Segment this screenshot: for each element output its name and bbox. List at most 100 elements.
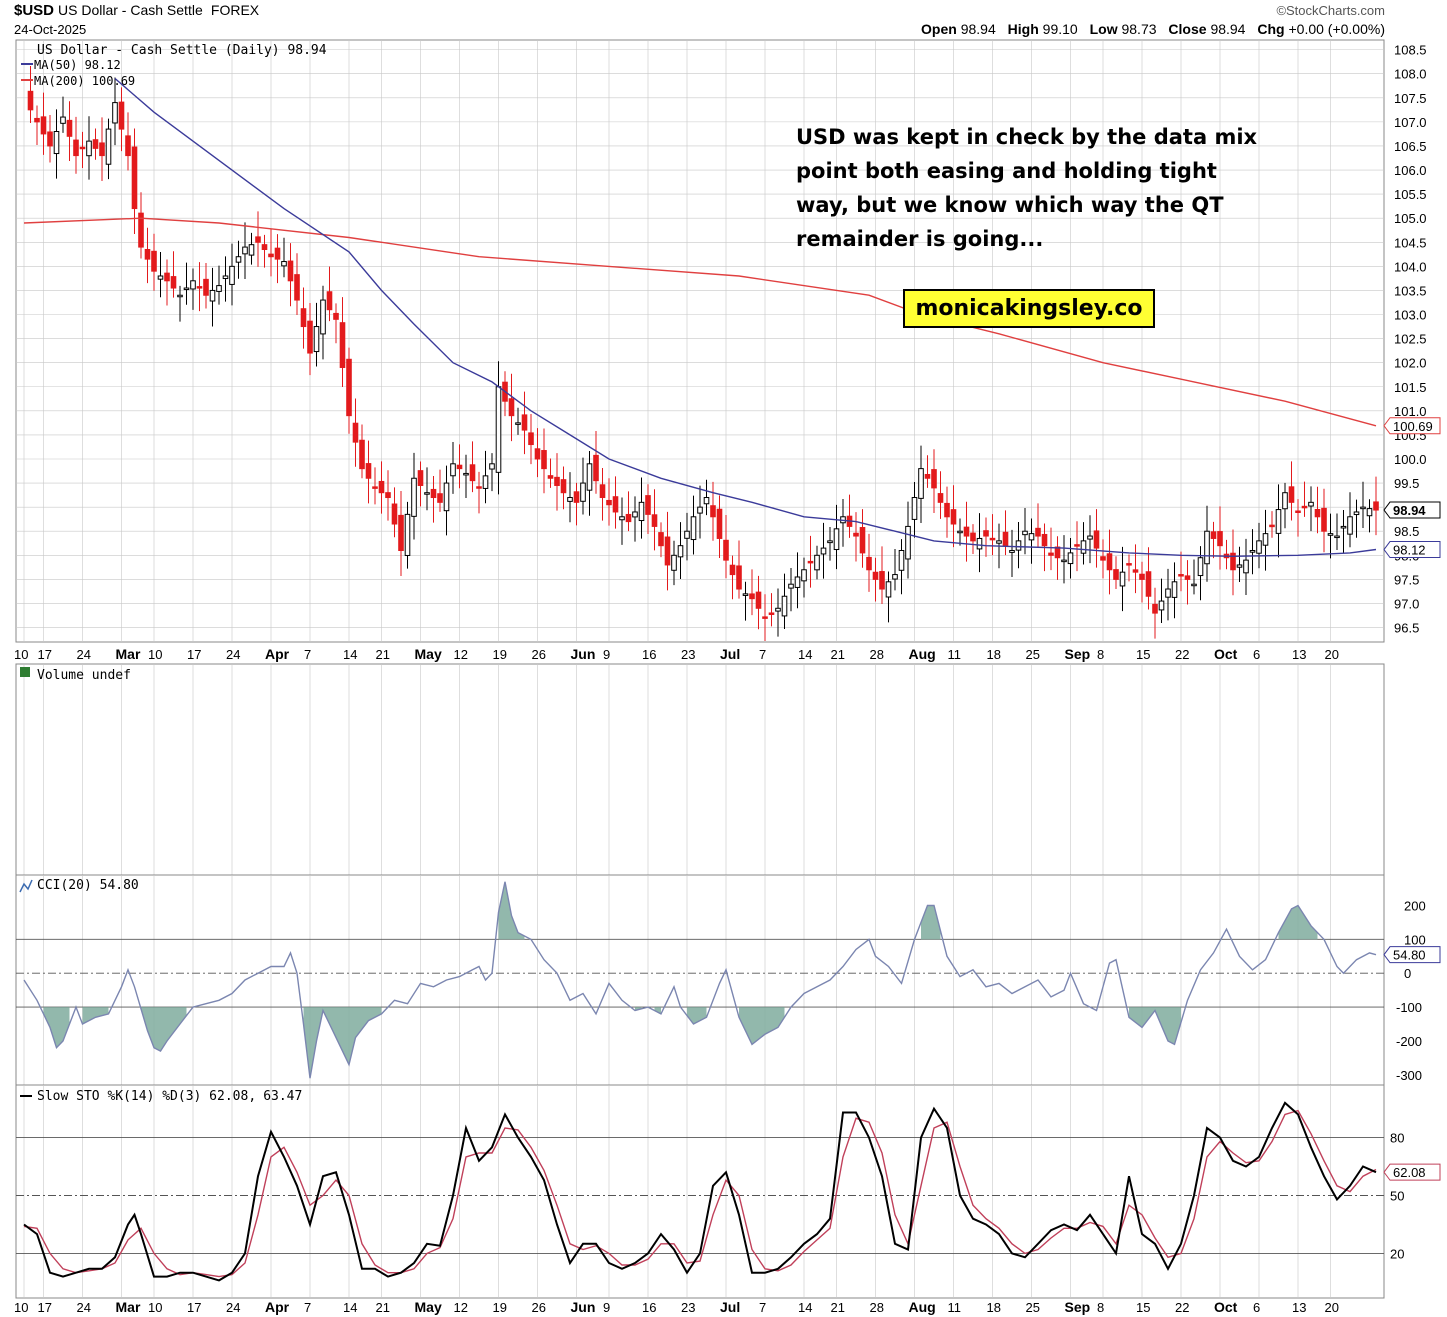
ma50-line bbox=[114, 77, 1377, 558]
cci-shade bbox=[43, 1007, 70, 1048]
candle-body bbox=[1022, 530, 1028, 536]
price-legend: US Dollar - Cash Settle (Daily) 98.94 bbox=[37, 43, 327, 58]
candle-body bbox=[931, 469, 937, 489]
chg-label: Chg bbox=[1257, 21, 1285, 37]
candle-body bbox=[294, 274, 300, 301]
candle-body bbox=[34, 117, 40, 123]
bottom-x-tick-label: 22 bbox=[1175, 1300, 1189, 1315]
ma200-value-label-box bbox=[1383, 417, 1441, 435]
candle-body bbox=[1197, 557, 1204, 577]
price-x-tick-label: 21 bbox=[376, 647, 390, 662]
price-x-tick-label: Jul bbox=[720, 646, 740, 662]
price-tick-label: 100.0 bbox=[1394, 452, 1427, 467]
candle-body bbox=[801, 569, 807, 582]
candle-body bbox=[157, 275, 164, 280]
price-tick-label: 105.0 bbox=[1394, 211, 1427, 226]
price-x-tick-label: 18 bbox=[987, 647, 1001, 662]
chart-header: $USD US Dollar - Cash Settle FOREX 24-Oct… bbox=[0, 0, 1447, 40]
bottom-x-tick-label: 8 bbox=[1097, 1300, 1104, 1315]
ma200-line bbox=[23, 217, 1377, 427]
chg-value: +0.00 (+0.00%) bbox=[1288, 21, 1385, 37]
ma50-legend: MA(50) 98.12 bbox=[34, 58, 121, 72]
sto-tick-label: 20 bbox=[1390, 1246, 1404, 1261]
bottom-x-tick-label: 24 bbox=[77, 1300, 91, 1315]
bottom-x-tick-label: 6 bbox=[1253, 1300, 1260, 1315]
candle-body bbox=[892, 574, 898, 580]
cci-value-label: 54.80 bbox=[1393, 948, 1426, 963]
price-tick-label: 103.5 bbox=[1394, 283, 1427, 298]
candle-body bbox=[1152, 603, 1158, 614]
price-x-tick-label: 25 bbox=[1026, 647, 1040, 662]
price-x-tick-label: Oct bbox=[1214, 646, 1238, 662]
candle-body bbox=[560, 479, 567, 494]
candle-body bbox=[729, 564, 736, 576]
bottom-x-tick-label: 19 bbox=[493, 1300, 507, 1315]
cci-shade bbox=[303, 1007, 382, 1079]
candle-body bbox=[898, 549, 905, 571]
candle-body bbox=[1074, 544, 1080, 547]
candle-body bbox=[1353, 511, 1360, 516]
bottom-x-tick-label: 18 bbox=[987, 1300, 1001, 1315]
price-tick-label: 106.5 bbox=[1394, 139, 1427, 154]
price-x-tick-label: 10 bbox=[148, 647, 162, 662]
price-x-tick-label: 11 bbox=[948, 647, 962, 662]
price-tick-label: 101.0 bbox=[1394, 404, 1427, 419]
candle-body bbox=[411, 477, 417, 517]
site-watermark[interactable]: monicakingsley.co bbox=[903, 289, 1155, 328]
candle-body bbox=[957, 530, 963, 534]
bottom-x-tick-label: 7 bbox=[304, 1300, 311, 1315]
candle-body bbox=[66, 119, 73, 137]
bottom-x-tick-label: Jun bbox=[571, 1299, 596, 1315]
price-x-tick-label: 14 bbox=[343, 647, 357, 662]
candle-body bbox=[950, 509, 957, 525]
ma50-value-label-box bbox=[1383, 541, 1441, 559]
volume-legend: Volume undef bbox=[37, 668, 131, 683]
candle-body bbox=[482, 475, 489, 489]
candle-body bbox=[697, 506, 703, 514]
close-value: 98.94 bbox=[1210, 21, 1246, 37]
candle-body bbox=[1275, 509, 1282, 534]
price-x-tick-label: Jun bbox=[571, 646, 596, 662]
candle-body bbox=[1106, 553, 1113, 571]
brand-label[interactable]: ©StockCharts.com bbox=[1276, 3, 1385, 18]
candle-body bbox=[365, 463, 372, 479]
candle-body bbox=[1269, 524, 1275, 528]
candle-body bbox=[398, 514, 404, 551]
price-panel bbox=[15, 39, 1385, 643]
candle-body bbox=[1236, 564, 1243, 568]
candle-body bbox=[658, 532, 664, 547]
candle-body bbox=[1191, 583, 1197, 587]
annotation-note: USD was kept in check by the data mix po… bbox=[796, 125, 1258, 251]
bottom-x-tick-label: May bbox=[415, 1299, 442, 1315]
candle-body bbox=[1327, 533, 1334, 536]
candle-body bbox=[1015, 540, 1022, 551]
candle-body bbox=[781, 595, 788, 617]
candle-body bbox=[645, 495, 651, 515]
price-tick-label: 101.5 bbox=[1394, 380, 1427, 395]
candle-body bbox=[1314, 508, 1321, 518]
candle-body bbox=[1347, 516, 1353, 535]
candle-body bbox=[437, 493, 443, 503]
candle-body bbox=[586, 463, 593, 491]
bottom-x-tick-label: 28 bbox=[870, 1300, 884, 1315]
candle-body bbox=[833, 528, 840, 551]
candle-body bbox=[1230, 552, 1236, 571]
candle-body bbox=[911, 497, 918, 520]
candle-body bbox=[1041, 533, 1048, 547]
cci-icon bbox=[19, 879, 33, 893]
chart-date: 24-Oct-2025 bbox=[14, 22, 87, 37]
price-x-tick-label: 17 bbox=[187, 647, 201, 662]
candle-body bbox=[53, 131, 60, 155]
candle-body bbox=[872, 571, 879, 580]
candle-body bbox=[222, 275, 229, 280]
candle-body bbox=[1035, 527, 1041, 537]
candle-body bbox=[346, 358, 352, 417]
candle-body bbox=[515, 422, 521, 425]
candle-body bbox=[203, 278, 209, 296]
candle-body bbox=[690, 516, 697, 541]
candle-body bbox=[996, 540, 1002, 544]
candle-body bbox=[242, 246, 248, 255]
candle-body bbox=[255, 236, 261, 243]
candle-body bbox=[1113, 569, 1119, 580]
